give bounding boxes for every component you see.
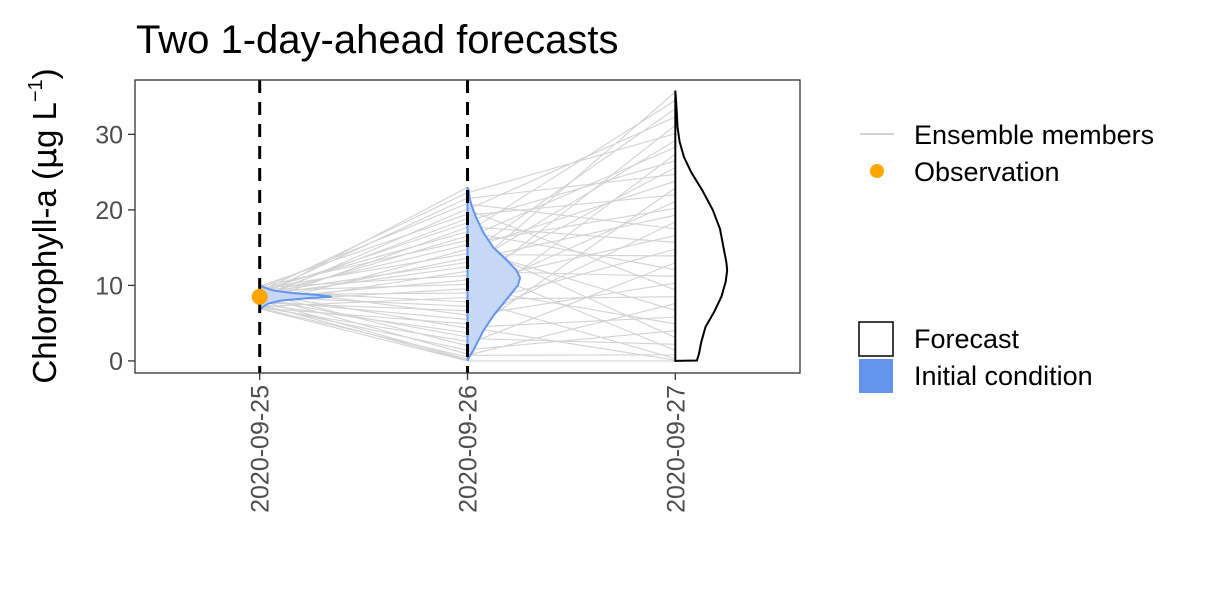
ensemble-member-line	[259, 303, 468, 361]
ensemble-member-line	[467, 225, 676, 243]
ensemble-member-line	[467, 337, 676, 345]
y-tick-label: 30	[95, 121, 123, 149]
x-axis: 2020-09-25 2020-09-26 2020-09-27	[247, 373, 690, 513]
y-axis-title-units: g L	[26, 102, 63, 148]
y-tick-label: 10	[95, 272, 123, 300]
forecast-density	[674, 90, 729, 362]
ensemble-member-line	[259, 231, 468, 291]
y-tick-label: 0	[109, 348, 123, 376]
ensemble-member-line	[467, 330, 676, 351]
y-axis: 0 10 20 30	[95, 121, 135, 376]
chart-title: Two 1-day-ahead forecasts	[136, 18, 618, 62]
ensemble-member-line	[259, 308, 468, 362]
x-tick-label: 2020-09-27	[662, 385, 690, 513]
initial-condition-density	[466, 186, 522, 362]
ensemble-member-line	[259, 295, 468, 355]
ensemble-member-line	[467, 160, 676, 222]
ensemble-member-line	[259, 299, 468, 320]
legend-ensemble-label: Ensemble members	[914, 120, 1154, 150]
ensemble-member-line	[259, 213, 468, 287]
ensemble-member-line	[467, 326, 676, 361]
ensemble-member-line	[467, 231, 676, 271]
legend-initial-condition-label: Initial condition	[914, 361, 1093, 391]
density-layer	[258, 90, 729, 362]
legend-forecast-label: Forecast	[914, 324, 1020, 354]
ensemble-member-line	[259, 208, 468, 300]
ensemble-member-line	[259, 299, 468, 360]
legend-observation-key	[870, 164, 884, 178]
ensemble-member-line	[467, 214, 676, 261]
forecast-date-lines	[258, 80, 469, 373]
ensemble-member-line	[467, 209, 676, 291]
y-axis-title: Chlorophyll-a (μg L−1)	[25, 68, 64, 383]
ensemble-member-line	[467, 194, 676, 216]
ensemble-member-line	[467, 173, 676, 199]
legend: Ensemble members Observation Forecast In…	[858, 120, 1154, 393]
ensemble-member-line	[467, 282, 676, 317]
x-tick-label: 2020-09-26	[455, 385, 483, 513]
y-tick-label: 20	[95, 197, 123, 225]
ensemble-member-line	[467, 316, 676, 328]
legend-initial-condition-key	[859, 359, 893, 393]
y-axis-title-mu: μ	[25, 148, 64, 169]
ensemble-member-line	[467, 99, 676, 233]
ensemble-member-line	[467, 298, 676, 360]
ensemble-member-line	[259, 274, 468, 289]
ensemble-member-line	[259, 253, 468, 290]
ensemble-member-line	[467, 139, 676, 267]
ensemble-member-line	[467, 203, 676, 230]
observation-layer	[251, 288, 268, 305]
ensemble-member-line	[259, 266, 468, 296]
ensemble-member-line	[259, 261, 468, 294]
legend-observation-label: Observation	[914, 157, 1060, 187]
ensemble-member-line	[259, 239, 468, 288]
y-axis-title-close: )	[26, 68, 63, 79]
ensemble-member-line	[259, 192, 468, 292]
ensemble-member-line	[259, 283, 468, 292]
legend-forecast-key	[858, 321, 894, 357]
ensemble-member-line	[259, 235, 468, 299]
x-tick-label: 2020-09-25	[247, 385, 275, 513]
ensemble-member-line	[259, 292, 468, 347]
y-axis-title-superscript: −1	[25, 79, 47, 102]
initial-condition-density	[258, 283, 332, 312]
y-axis-title-main: Chlorophyll-a (	[26, 169, 63, 384]
ensemble-member-line	[467, 207, 676, 244]
observation-point	[251, 288, 268, 305]
ensemble-member-line	[467, 133, 676, 194]
